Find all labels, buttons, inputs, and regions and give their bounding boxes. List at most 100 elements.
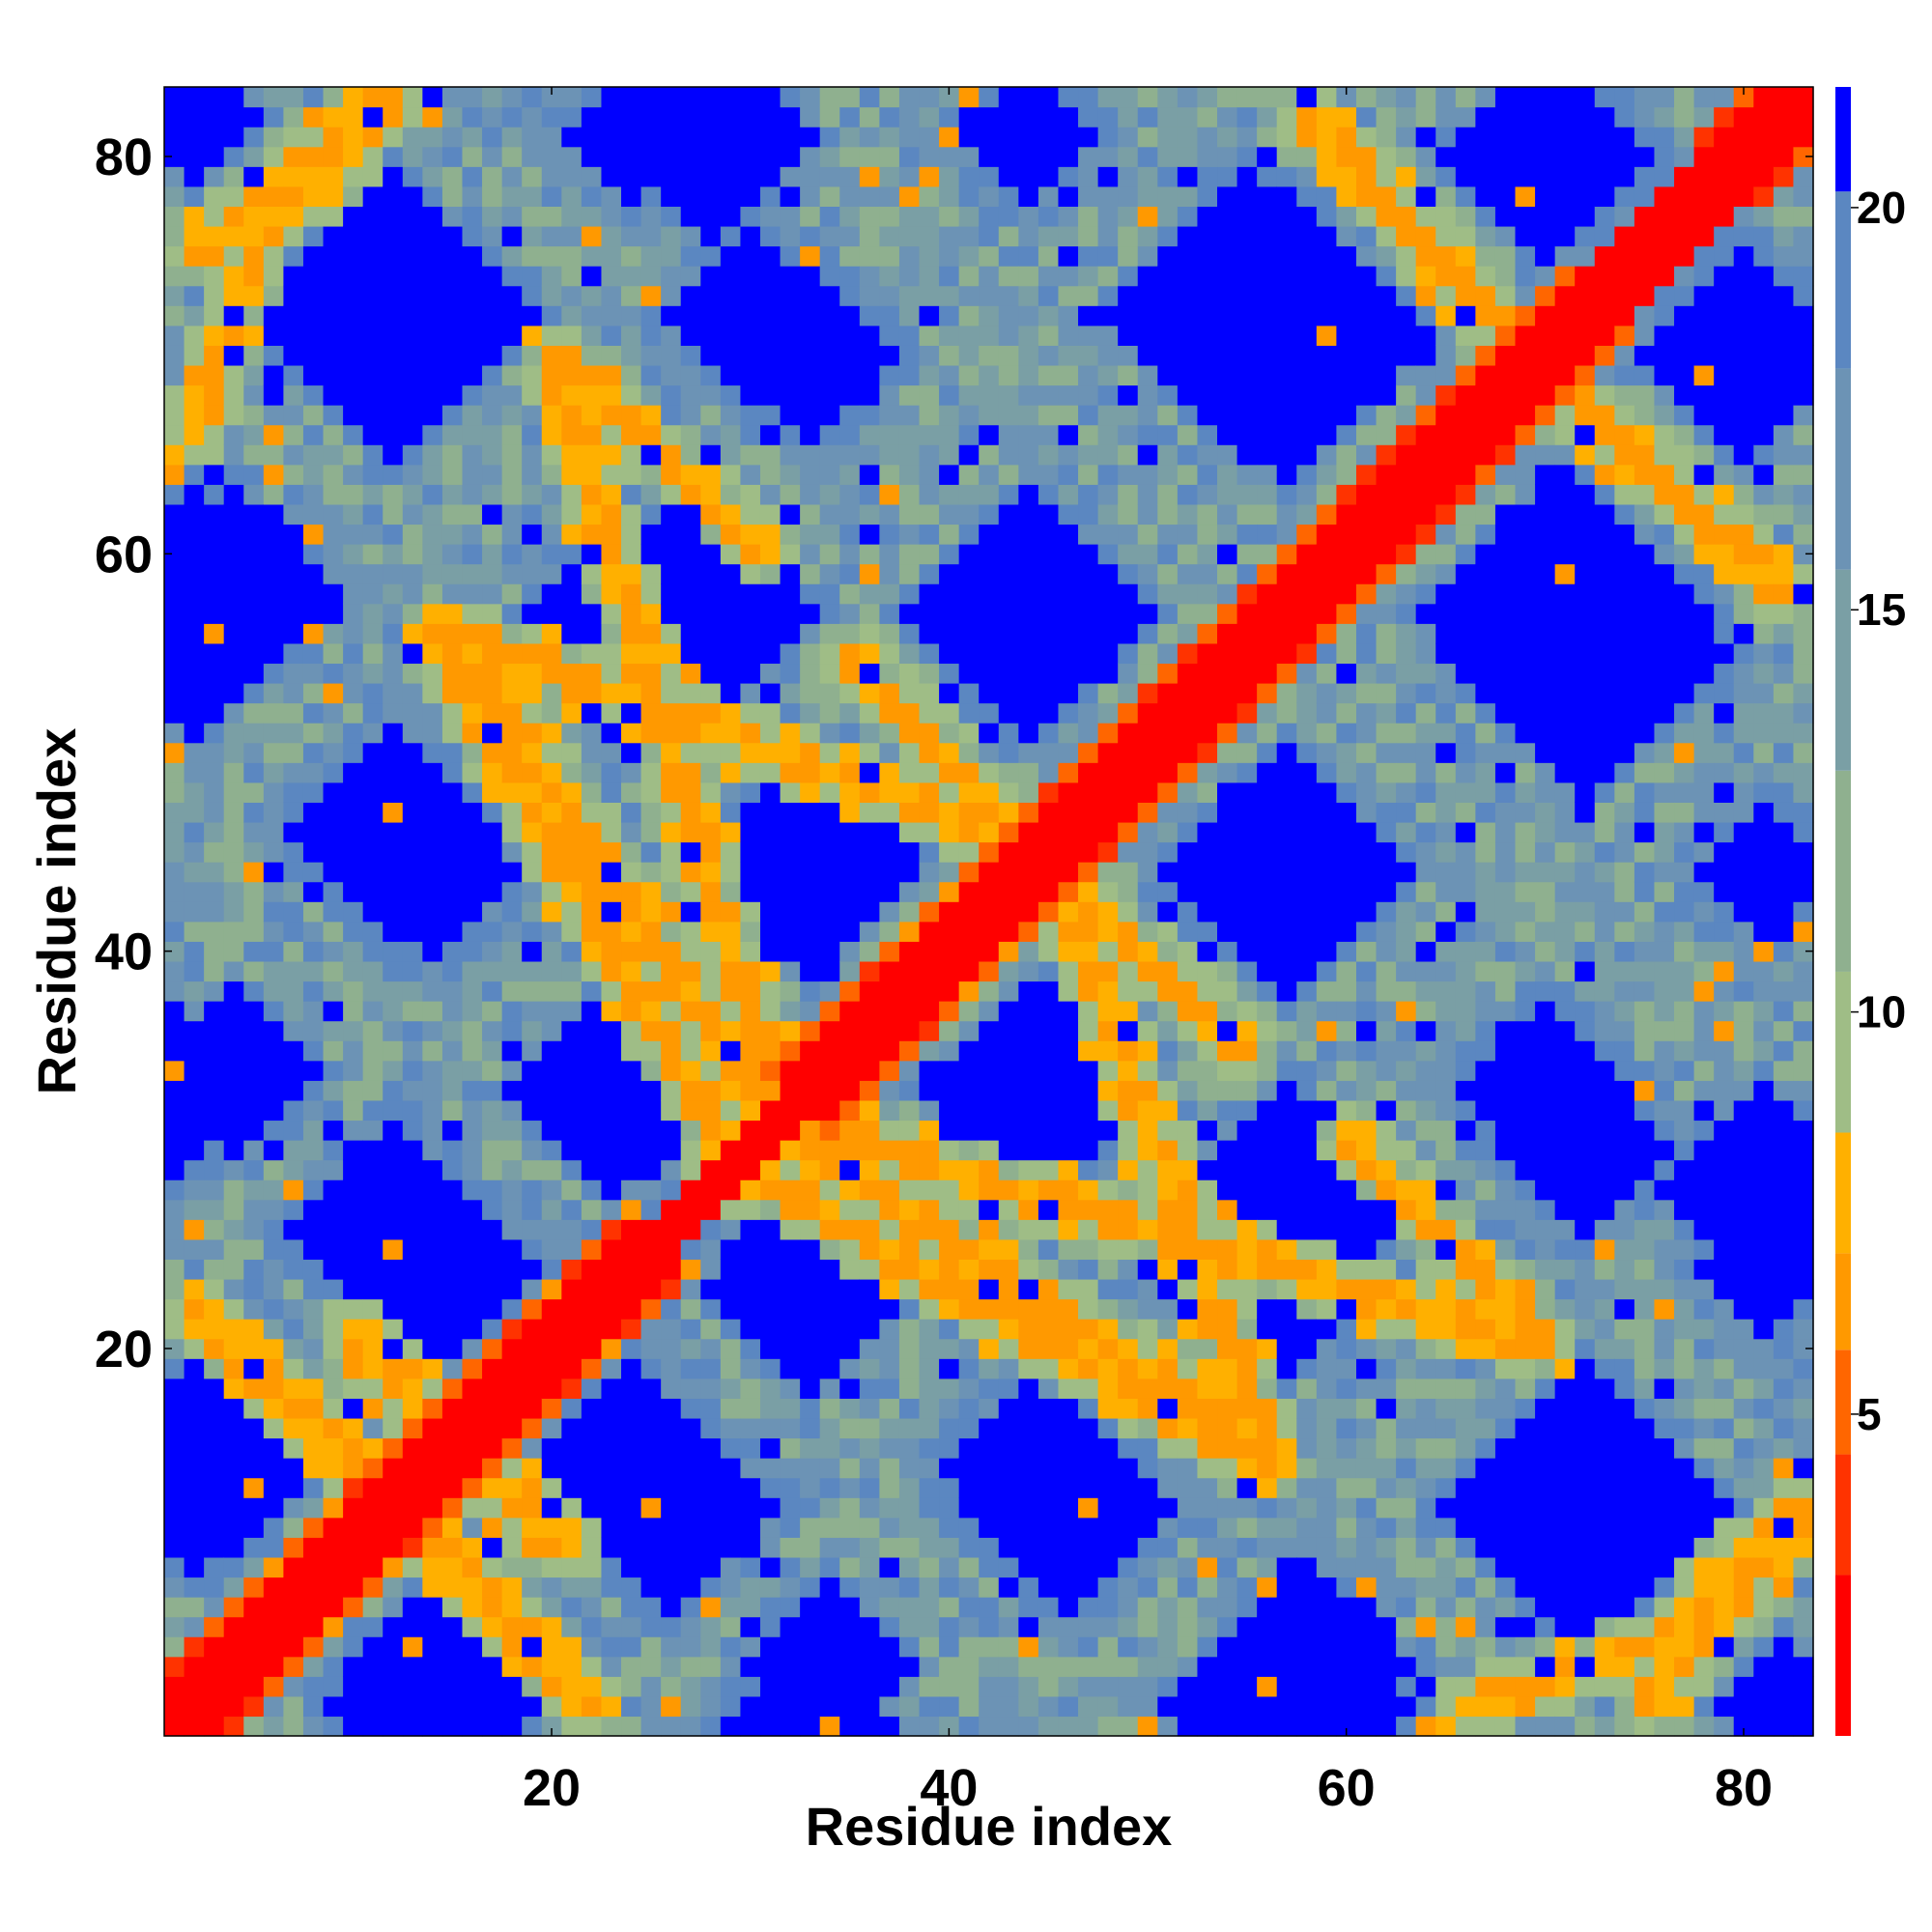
heatmap-cell [780,802,801,823]
heatmap-cell [501,503,523,526]
heatmap-cell [501,166,523,187]
heatmap-cell [879,127,900,148]
heatmap-cell [1236,1577,1258,1598]
heatmap-cell [441,1458,464,1479]
heatmap-cell [979,980,1000,1002]
heatmap-cell [700,723,722,744]
heatmap-cell [1217,544,1238,565]
heatmap-cell [164,1437,185,1459]
heatmap-cell [223,1040,244,1062]
heatmap-cell [1037,305,1060,327]
heatmap-cell [700,106,722,128]
heatmap-cell [223,1319,244,1340]
heatmap-cell [522,682,543,704]
heatmap-cell [1316,384,1338,406]
heatmap-cell [184,1378,205,1399]
heatmap-cell [680,266,701,287]
heatmap-cell [720,424,742,445]
heatmap-cell [879,563,900,584]
heatmap-cell [780,960,801,982]
heatmap-cell [1316,266,1338,287]
heatmap-cell [680,424,701,445]
heatmap-cell [541,802,562,823]
heatmap-cell [263,1616,284,1637]
heatmap-cell [283,524,304,545]
heatmap-cell [1296,146,1318,167]
heatmap-cell [1157,862,1179,883]
heatmap-cell [323,1179,344,1201]
heatmap-cell [1137,1179,1158,1201]
heatmap-cell [422,484,443,505]
heatmap-cell [1177,305,1199,327]
heatmap-cell [1018,603,1039,624]
heatmap-cell [462,742,483,763]
heatmap-cell [462,1656,483,1677]
heatmap-cell [720,1398,742,1419]
heatmap-cell [1018,1378,1039,1399]
heatmap-cell [879,921,900,942]
heatmap-cell [243,1040,265,1062]
heatmap-cell [1257,1120,1278,1141]
heatmap-cell [839,1020,861,1041]
heatmap-cell [462,980,483,1002]
heatmap-cell [1118,781,1139,803]
heatmap-cell [1355,1597,1378,1618]
heatmap-cell [204,1577,225,1598]
heatmap-cell [898,802,921,823]
heatmap-cell [1018,106,1039,128]
heatmap-cell [1177,821,1199,843]
heatmap-cell [1097,1656,1119,1677]
heatmap-cell [1276,1319,1297,1340]
heatmap-cell [1037,1020,1060,1041]
heatmap-cell [839,583,861,605]
heatmap-cell [343,1338,364,1359]
heatmap-cell [243,603,265,624]
heatmap-cell [979,1140,1000,1161]
heatmap-cell [1257,1080,1278,1101]
heatmap-cell [223,1238,244,1261]
heatmap-cell [759,702,781,724]
heatmap-cell [1177,921,1199,942]
heatmap-cell [1097,1238,1119,1261]
heatmap-cell [243,1358,265,1379]
heatmap-cell [759,285,781,306]
heatmap-cell [800,266,821,287]
heatmap-cell [343,1001,364,1022]
heatmap-cell [1157,1437,1179,1459]
heatmap-cell [879,325,900,346]
heatmap-cell [362,1477,384,1498]
heatmap-cell [462,464,483,485]
heatmap-cell [700,583,722,605]
heatmap-cell [661,464,682,485]
heatmap-cell [462,87,483,108]
heatmap-cell [1177,484,1199,505]
heatmap-cell [720,364,742,386]
heatmap-cell [283,663,304,684]
heatmap-cell [561,524,582,545]
heatmap-cell [302,1298,325,1320]
heatmap-cell [441,802,464,823]
heatmap-cell [939,901,960,923]
heatmap-cell [501,1497,523,1519]
heatmap-cell [1118,1159,1139,1180]
heatmap-cell [740,1577,761,1598]
heatmap-cell [740,87,761,108]
heatmap-cell [1037,444,1060,466]
heatmap-cell [780,1636,801,1658]
heatmap-cell [1037,941,1060,962]
heatmap-cell [998,424,1019,445]
heatmap-cell [780,583,801,605]
heatmap-cell [680,364,701,386]
heatmap-cell [1137,146,1158,167]
heatmap-cell [541,960,562,982]
heatmap-cell [1037,821,1060,843]
heatmap-cell [1177,583,1199,605]
heatmap-cell [184,821,205,843]
heatmap-cell [621,1577,642,1598]
heatmap-cell [939,1020,960,1041]
heatmap-cell [462,1099,483,1122]
heatmap-cell [1236,384,1258,406]
heatmap-cell [184,305,205,327]
heatmap-cell [1296,1358,1318,1379]
heatmap-cell [958,682,980,704]
